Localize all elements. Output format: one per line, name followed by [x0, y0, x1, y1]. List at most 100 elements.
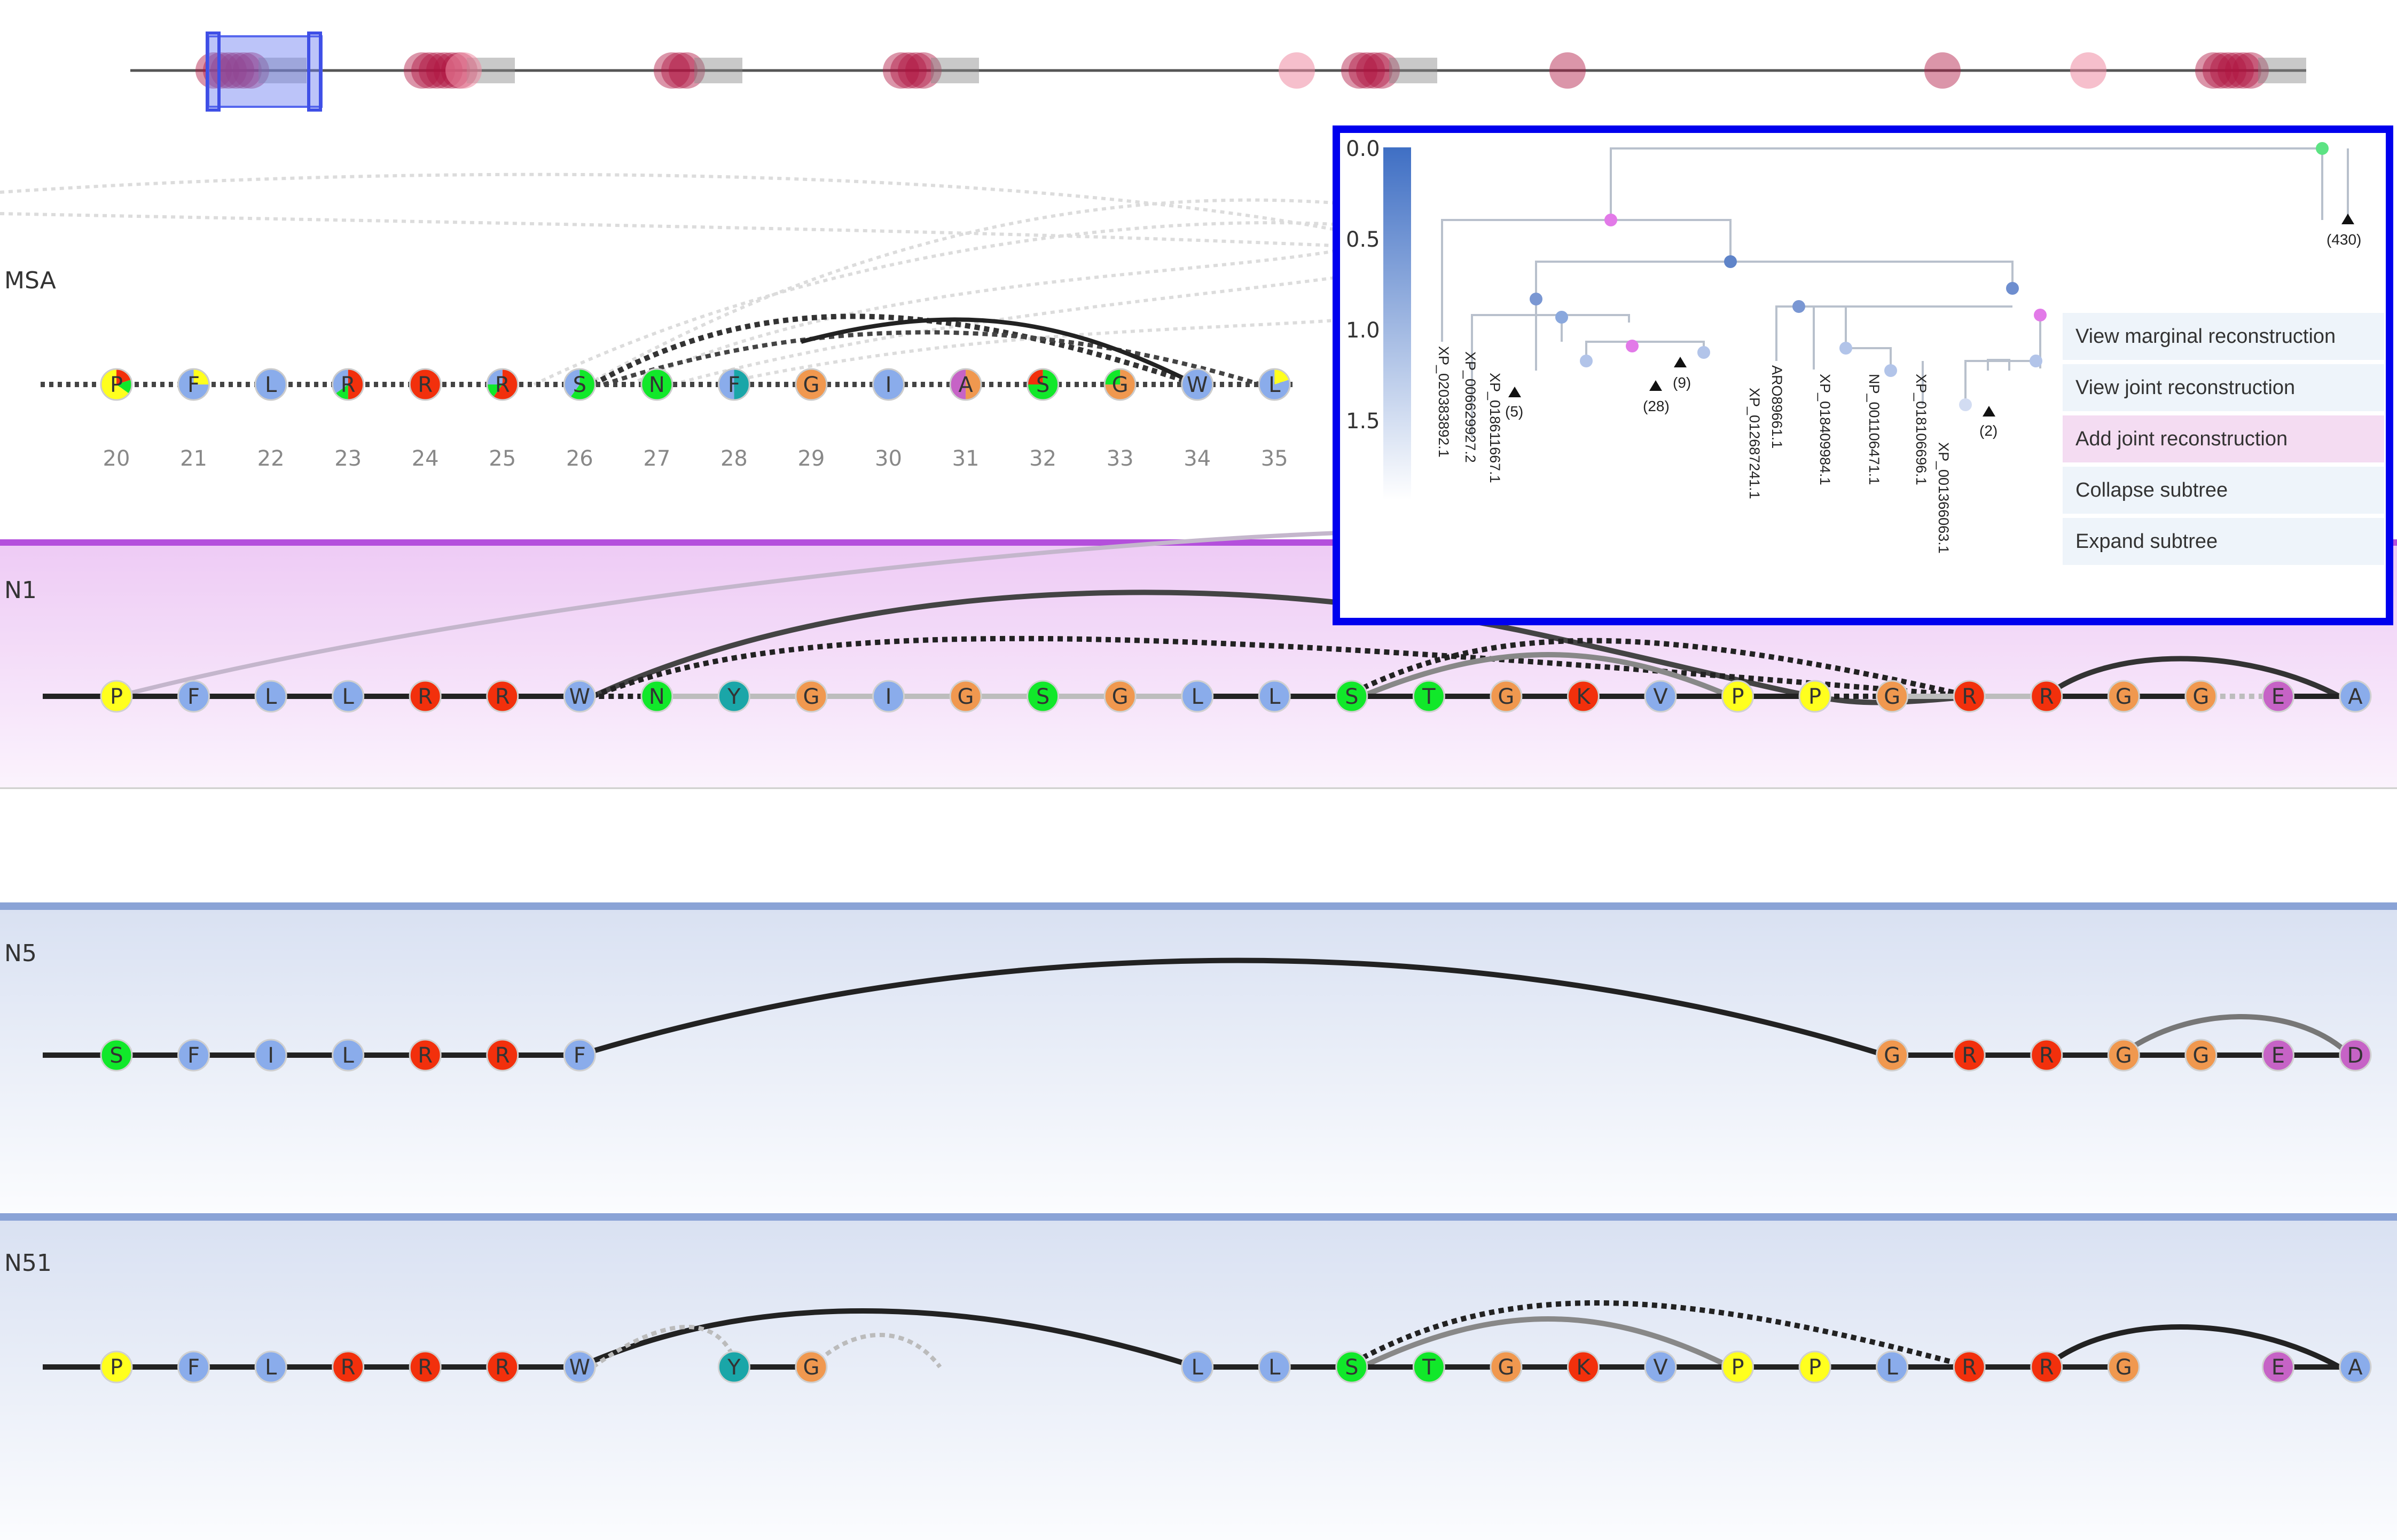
tree-node[interactable]	[1580, 355, 1593, 367]
msa-column-node[interactable]: P	[100, 368, 133, 401]
n51-residue[interactable]: L	[1258, 1350, 1291, 1384]
tree-node[interactable]	[2006, 282, 2019, 295]
collapsed-subtree-icon[interactable]	[1674, 357, 1687, 367]
overview-brush[interactable]	[206, 32, 323, 112]
n1-residue[interactable]: R	[486, 680, 519, 713]
collapsed-subtree-icon[interactable]	[1649, 380, 1662, 391]
n1-residue[interactable]: E	[2261, 680, 2294, 713]
n1-residue[interactable]: L	[1181, 680, 1214, 713]
msa-column-node[interactable]: S	[1027, 368, 1060, 401]
n51-residue[interactable]: S	[1335, 1350, 1368, 1384]
tree-node[interactable]	[1697, 346, 1710, 359]
n1-residue[interactable]: A	[2339, 680, 2372, 713]
n51-residue[interactable]: R	[2030, 1350, 2063, 1384]
msa-column-node[interactable]: S	[563, 368, 596, 401]
n1-residue[interactable]: N	[640, 680, 673, 713]
brush-window[interactable]	[207, 35, 323, 108]
n51-residue[interactable]: P	[1721, 1350, 1754, 1384]
overview-track[interactable]	[130, 32, 2306, 112]
n1-residue[interactable]: G	[1876, 680, 1909, 713]
n1-residue[interactable]: K	[1566, 680, 1600, 713]
tree-node[interactable]	[1792, 300, 1805, 313]
n51-residue[interactable]: G	[2107, 1350, 2140, 1384]
collapsed-subtree-icon[interactable]	[1508, 387, 1521, 397]
msa-column-node[interactable]: R	[332, 368, 365, 401]
n5-residue[interactable]: E	[2261, 1039, 2294, 1072]
msa-column-node[interactable]: R	[486, 368, 519, 401]
n1-residue[interactable]: G	[1490, 680, 1523, 713]
n51-residue[interactable]: L	[1181, 1350, 1214, 1384]
n51-residue[interactable]: F	[177, 1350, 210, 1384]
n1-residue[interactable]: V	[1644, 680, 1677, 713]
n1-residue[interactable]: P	[1721, 680, 1754, 713]
n1-residue[interactable]: T	[1412, 680, 1445, 713]
n5-residue[interactable]: G	[2107, 1039, 2140, 1072]
brush-left-handle[interactable]	[206, 32, 221, 112]
n1-residue[interactable]: F	[177, 680, 210, 713]
msa-column-node[interactable]: G	[795, 368, 828, 401]
tree-node[interactable]	[1626, 340, 1639, 352]
n51-residue[interactable]: Y	[717, 1350, 750, 1384]
n51-residue[interactable]: G	[1490, 1350, 1523, 1384]
n51-residue[interactable]: A	[2339, 1350, 2372, 1384]
n5-residue[interactable]: R	[2030, 1039, 2063, 1072]
n51-residue[interactable]: T	[1412, 1350, 1445, 1384]
collapsed-subtree-icon[interactable]	[2341, 214, 2354, 224]
menu-item-expand-subtree[interactable]: Expand subtree	[2063, 518, 2384, 565]
tree-node[interactable]	[2034, 309, 2047, 321]
n5-residue[interactable]: L	[332, 1039, 365, 1072]
msa-column-node[interactable]: R	[409, 368, 442, 401]
tree-node[interactable]	[1959, 398, 1972, 411]
n51-residue[interactable]: G	[795, 1350, 828, 1384]
n1-residue[interactable]: R	[1953, 680, 1986, 713]
n51-residue[interactable]: R	[486, 1350, 519, 1384]
msa-column-node[interactable]: I	[872, 368, 905, 401]
n5-residue[interactable]: G	[2184, 1039, 2218, 1072]
tree-node[interactable]	[1839, 342, 1852, 355]
n51-residue[interactable]: R	[1953, 1350, 1986, 1384]
n51-residue[interactable]: W	[563, 1350, 596, 1384]
menu-item-view-joint-reconstruction[interactable]: View joint reconstruction	[2063, 364, 2384, 411]
n1-residue[interactable]: Y	[717, 680, 750, 713]
n1-residue[interactable]: P	[100, 680, 133, 713]
tree-context-menu[interactable]: View marginal reconstruction View joint r…	[2063, 313, 2384, 569]
msa-column-node[interactable]: L	[254, 368, 287, 401]
n1-residue[interactable]: S	[1335, 680, 1368, 713]
msa-column-node[interactable]: F	[177, 368, 210, 401]
n5-residue[interactable]: R	[486, 1039, 519, 1072]
collapsed-subtree-icon[interactable]	[1983, 406, 1995, 417]
n1-residue[interactable]: L	[254, 680, 287, 713]
n1-residue[interactable]: S	[1027, 680, 1060, 713]
tree-node[interactable]	[1604, 214, 1617, 226]
n51-residue[interactable]: L	[254, 1350, 287, 1384]
n1-residue[interactable]: G	[2107, 680, 2140, 713]
n1-residue[interactable]: G	[949, 680, 982, 713]
n51-residue[interactable]: R	[332, 1350, 365, 1384]
n1-band[interactable]: N1 P F L L R R W N Y G I G S G L L S T G K V P P G R R G G E A	[0, 529, 2397, 789]
n51-residue[interactable]: R	[409, 1350, 442, 1384]
n51-band[interactable]: N51 P F L R R R W Y G L L S T G K V P P L R R G E A	[0, 1213, 2397, 1540]
tree-node[interactable]	[2030, 355, 2042, 367]
n51-residue[interactable]: K	[1566, 1350, 1600, 1384]
n1-residue[interactable]: I	[872, 680, 905, 713]
n5-residue[interactable]: R	[1953, 1039, 1986, 1072]
msa-column-node[interactable]: A	[949, 368, 982, 401]
n51-residue[interactable]: L	[1876, 1350, 1909, 1384]
menu-item-view-marginal-reconstruction[interactable]: View marginal reconstruction	[2063, 313, 2384, 360]
n51-residue[interactable]: V	[1644, 1350, 1677, 1384]
n5-residue[interactable]: S	[100, 1039, 133, 1072]
msa-column-node[interactable]: F	[717, 368, 750, 401]
tree-nodes[interactable]	[1530, 142, 2329, 411]
n5-residue[interactable]: R	[409, 1039, 442, 1072]
n1-residue[interactable]: W	[563, 680, 596, 713]
tree-node[interactable]	[1555, 311, 1568, 324]
msa-column-node[interactable]: N	[640, 368, 673, 401]
tree-node[interactable]	[1884, 364, 1897, 377]
menu-item-collapse-subtree[interactable]: Collapse subtree	[2063, 467, 2384, 514]
n1-residue[interactable]: R	[2030, 680, 2063, 713]
n5-residue[interactable]: I	[254, 1039, 287, 1072]
tree-node[interactable]	[1724, 255, 1737, 268]
n5-residue[interactable]: F	[563, 1039, 596, 1072]
n1-residue[interactable]: G	[795, 680, 828, 713]
n1-residue[interactable]: R	[409, 680, 442, 713]
